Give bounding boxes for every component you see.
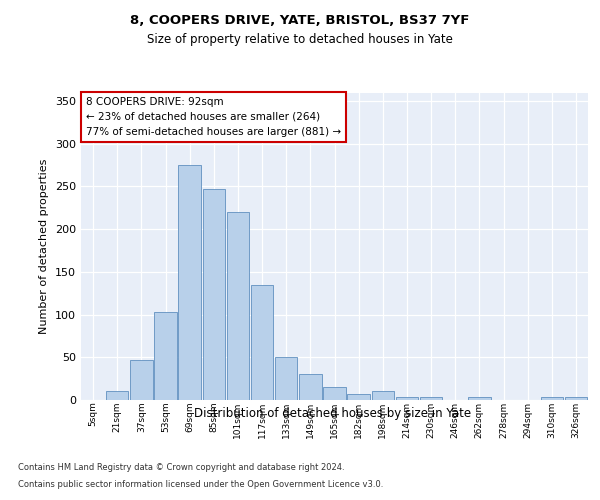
- Text: Contains HM Land Registry data © Crown copyright and database right 2024.: Contains HM Land Registry data © Crown c…: [18, 464, 344, 472]
- Text: Contains public sector information licensed under the Open Government Licence v3: Contains public sector information licen…: [18, 480, 383, 489]
- Bar: [251, 284, 273, 400]
- Text: 8, COOPERS DRIVE, YATE, BRISTOL, BS37 7YF: 8, COOPERS DRIVE, YATE, BRISTOL, BS37 7Y…: [130, 14, 470, 27]
- Bar: [420, 396, 442, 400]
- Text: 8 COOPERS DRIVE: 92sqm
← 23% of detached houses are smaller (264)
77% of semi-de: 8 COOPERS DRIVE: 92sqm ← 23% of detached…: [86, 97, 341, 136]
- Bar: [275, 358, 298, 400]
- Y-axis label: Number of detached properties: Number of detached properties: [40, 158, 49, 334]
- Bar: [106, 392, 128, 400]
- Bar: [347, 394, 370, 400]
- Bar: [323, 387, 346, 400]
- Bar: [178, 165, 201, 400]
- Bar: [130, 360, 152, 400]
- Text: Size of property relative to detached houses in Yate: Size of property relative to detached ho…: [147, 33, 453, 46]
- Bar: [203, 189, 225, 400]
- Bar: [468, 396, 491, 400]
- Bar: [154, 312, 177, 400]
- Bar: [299, 374, 322, 400]
- Bar: [227, 212, 249, 400]
- Bar: [565, 396, 587, 400]
- Bar: [541, 396, 563, 400]
- Text: Distribution of detached houses by size in Yate: Distribution of detached houses by size …: [194, 408, 472, 420]
- Bar: [396, 396, 418, 400]
- Bar: [371, 392, 394, 400]
